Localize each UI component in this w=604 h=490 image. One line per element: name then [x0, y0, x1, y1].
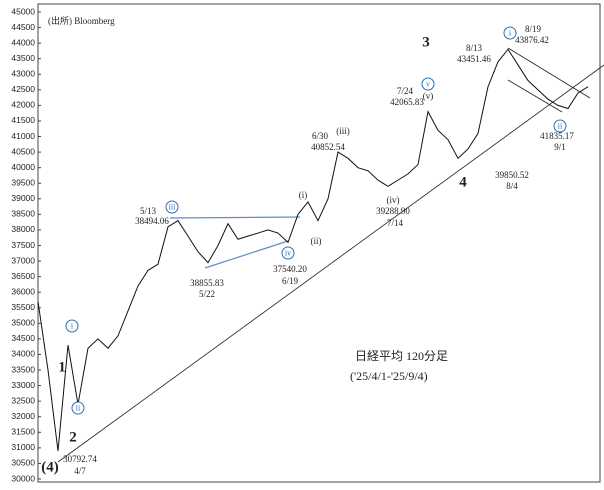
- y-tick-label: 32500: [11, 395, 35, 405]
- annotation: (i): [299, 190, 308, 200]
- y-tick-label: 42000: [11, 100, 35, 110]
- y-tick-label: 35000: [11, 318, 35, 328]
- annotation: 43451.46: [457, 54, 491, 64]
- y-tick-label: 45000: [11, 6, 35, 16]
- annotation: 5/13: [140, 206, 157, 216]
- y-tick-label: 40500: [11, 146, 35, 156]
- annotation: 42065.83: [390, 97, 424, 107]
- y-tick-label: 38500: [11, 209, 35, 219]
- annotation: 40852.54: [311, 142, 345, 152]
- annotation: (ii): [311, 236, 322, 246]
- y-tick-label: 36500: [11, 271, 35, 281]
- chart-title: 日経平均 120分足: [355, 349, 448, 363]
- annotation: 8/13: [466, 43, 483, 53]
- wave-label: 3: [422, 34, 430, 50]
- annotation: 41835.17: [540, 131, 574, 141]
- circled-label: ii: [558, 121, 563, 130]
- source: (出所) Bloomberg: [48, 15, 115, 26]
- circled-label: iv: [285, 248, 291, 257]
- circled-label: iii: [169, 202, 176, 211]
- wave-circle: [165, 200, 179, 214]
- trend-line: [57, 64, 604, 463]
- circled-label: v: [426, 79, 430, 88]
- annotation: 6/19: [282, 276, 299, 286]
- annotation: 39288.90: [376, 206, 410, 216]
- y-tick-label: 43500: [11, 53, 35, 63]
- y-tick-label: 37500: [11, 240, 35, 250]
- y-tick-label: 31500: [11, 427, 35, 437]
- annotation: 9/1: [554, 142, 566, 152]
- wave-label: 2: [69, 429, 77, 445]
- y-tick-label: 30500: [11, 458, 35, 468]
- channel-line: [169, 216, 301, 219]
- annotation: 38855.83: [190, 278, 224, 288]
- circled-label: i: [509, 28, 512, 37]
- y-tick-label: 37000: [11, 255, 35, 265]
- annotation: (iv): [387, 195, 400, 205]
- y-tick-label: 44000: [11, 37, 35, 47]
- wave-circle: [503, 26, 517, 40]
- wave-label: (4): [41, 459, 59, 475]
- y-tick-label: 39500: [11, 177, 35, 187]
- y-tick-label: 30000: [11, 473, 35, 483]
- wave-circle: [553, 119, 567, 133]
- wave-circle: [421, 77, 435, 91]
- annotation: 8/19: [525, 24, 542, 34]
- annotation: 6/30: [312, 131, 329, 141]
- y-tick-label: 39000: [11, 193, 35, 203]
- y-tick-label: 41000: [11, 131, 35, 141]
- y-tick-label: 34000: [11, 349, 35, 359]
- y-tick-label: 40000: [11, 162, 35, 172]
- annotation: 5/22: [199, 289, 215, 299]
- y-tick-label: 34500: [11, 333, 35, 343]
- annotation: 37540.20: [273, 264, 307, 274]
- wave-circle: [65, 319, 79, 333]
- y-tick-label: 43000: [11, 69, 35, 79]
- wedge-line: [507, 79, 563, 113]
- annotation: 30792.74: [63, 454, 97, 464]
- plot-frame: [37, 3, 601, 483]
- chart-subtitle: ('25/4/1-'25/9/4): [350, 369, 428, 383]
- y-tick-label: 42500: [11, 84, 35, 94]
- y-tick-label: 32000: [11, 411, 35, 421]
- y-tick-label: 38000: [11, 224, 35, 234]
- channel-line: [204, 240, 289, 269]
- wave-circle: [71, 401, 85, 415]
- wave-circle: [281, 246, 295, 260]
- annotation: (v): [423, 91, 434, 101]
- y-tick-label: 33000: [11, 380, 35, 390]
- wedge-line: [507, 47, 591, 99]
- annotation: 43876.42: [515, 35, 549, 45]
- y-tick-label: 41500: [11, 115, 35, 125]
- annotation: 7/14: [387, 218, 404, 228]
- wave-label: 4: [459, 174, 467, 190]
- annotation: 7/24: [397, 86, 414, 96]
- circled-label: ii: [76, 403, 81, 412]
- y-tick-label: 35500: [11, 302, 35, 312]
- y-tick-label: 33500: [11, 364, 35, 374]
- y-tick-label: 31000: [11, 442, 35, 452]
- y-tick-label: 36000: [11, 286, 35, 296]
- annotation: 39850.52: [495, 170, 529, 180]
- annotation: (iii): [336, 126, 350, 136]
- circled-label: i: [71, 321, 74, 330]
- price-line: [37, 48, 589, 452]
- wave-label: 1: [58, 359, 66, 375]
- annotation: 8/4: [506, 181, 518, 191]
- y-tick-label: 44500: [11, 22, 35, 32]
- annotation: 38494.06: [135, 216, 169, 226]
- annotation: 4/7: [74, 466, 86, 476]
